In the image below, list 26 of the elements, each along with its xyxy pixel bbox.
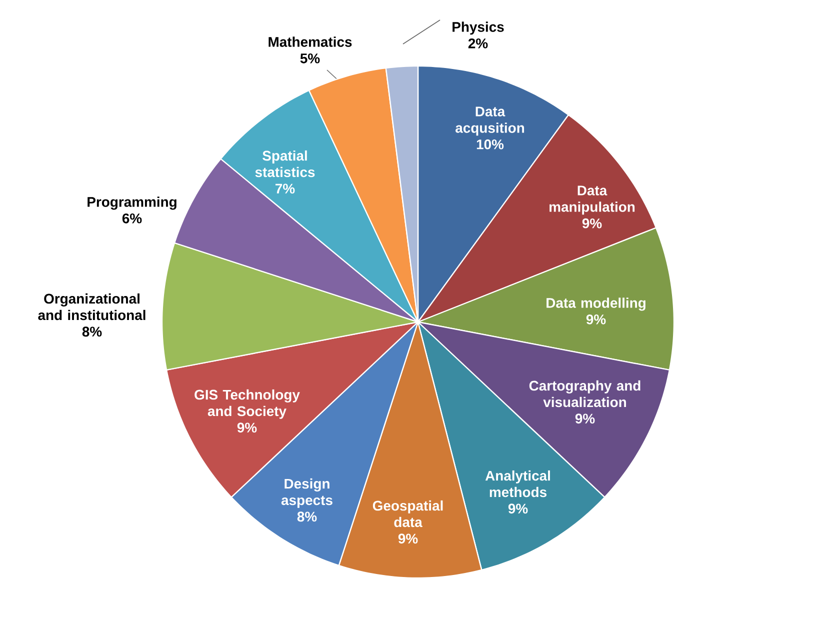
data-label: 7% <box>276 184 295 194</box>
data-label: 5% <box>300 54 320 64</box>
data-label: 2% <box>468 38 488 48</box>
slice-label: GIS Technology and Society <box>194 389 300 419</box>
data-label: 9% <box>586 314 606 324</box>
slice-label: Geospatial data <box>372 500 443 528</box>
slice-label: Data manipulation <box>550 186 635 215</box>
slice-label: Data modelling <box>546 298 646 311</box>
data-label: 9% <box>582 218 602 228</box>
data-label: 9% <box>237 422 257 433</box>
data-label: 9% <box>508 504 528 514</box>
slice-label: Physics <box>452 22 504 35</box>
data-label: 8% <box>297 512 317 522</box>
data-label: 6% <box>122 213 142 224</box>
slice-label: Data acqusition <box>456 106 524 136</box>
slice-label: Mathematics <box>268 36 352 47</box>
data-label: 8% <box>82 326 102 337</box>
slice-label: Programming <box>88 196 176 210</box>
data-label: 9% <box>575 414 595 424</box>
data-label: 9% <box>398 534 418 544</box>
slice-label: Spatial statistics <box>255 150 315 178</box>
data-label: 10% <box>476 139 504 150</box>
slice-label: Analytical methods <box>485 470 550 498</box>
slice-label: Design aspects <box>281 478 332 508</box>
slice-label: Organizational and institutional <box>38 293 146 320</box>
slice-label: Cartography and visualization <box>529 380 640 408</box>
